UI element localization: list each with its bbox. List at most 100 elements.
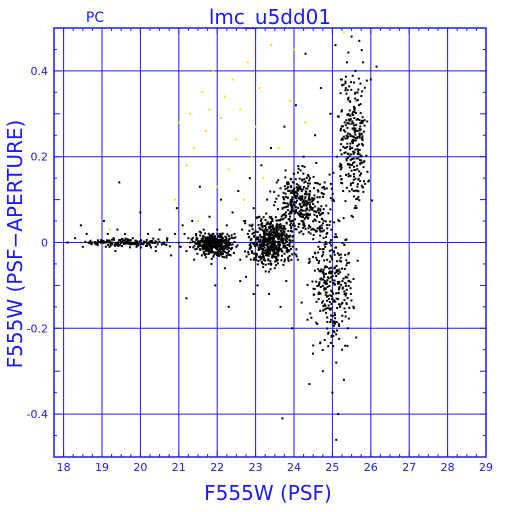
data-point <box>258 215 261 218</box>
data-point <box>316 201 319 204</box>
data-point <box>349 153 352 156</box>
data-point <box>269 229 272 232</box>
data-point <box>273 237 276 240</box>
data-point <box>328 260 331 263</box>
data-point <box>346 122 349 125</box>
data-point <box>294 218 297 221</box>
data-point <box>326 327 329 330</box>
data-point <box>350 122 353 125</box>
data-point <box>317 298 320 301</box>
data-point <box>358 119 361 122</box>
data-point <box>108 245 111 248</box>
data-point <box>351 140 354 143</box>
data-point <box>215 244 218 247</box>
data-point <box>347 96 350 99</box>
data-point <box>201 239 204 242</box>
data-point <box>341 267 344 270</box>
data-point <box>335 264 338 267</box>
data-point <box>227 235 230 238</box>
data-point <box>105 241 108 244</box>
data-point <box>286 183 289 186</box>
data-point <box>345 119 348 122</box>
data-point <box>369 78 372 81</box>
data-point <box>214 240 217 243</box>
highlight-point <box>177 121 180 124</box>
data-point <box>282 237 285 240</box>
data-point <box>345 157 348 160</box>
data-point <box>320 227 323 230</box>
data-point <box>196 252 199 255</box>
data-point <box>291 239 294 242</box>
data-point <box>260 218 263 221</box>
data-point <box>298 186 301 189</box>
data-point <box>199 244 202 247</box>
data-point <box>165 243 168 246</box>
data-point <box>94 242 97 245</box>
data-point <box>356 144 359 147</box>
data-point <box>206 241 209 244</box>
data-point <box>274 246 277 249</box>
data-point <box>353 109 356 112</box>
data-point <box>341 287 344 290</box>
data-point <box>341 137 344 140</box>
data-point <box>208 234 211 237</box>
data-point <box>290 210 293 213</box>
data-point <box>284 211 287 214</box>
data-point <box>252 207 255 210</box>
data-point <box>323 287 326 290</box>
data-point <box>265 223 268 226</box>
highlight-point <box>231 78 234 81</box>
data-point <box>267 253 270 256</box>
data-point <box>207 242 210 245</box>
data-point <box>326 320 329 323</box>
data-point <box>344 124 347 127</box>
data-point <box>208 251 211 254</box>
data-point <box>128 242 131 245</box>
data-point <box>156 243 159 246</box>
data-point <box>276 230 279 233</box>
data-point <box>216 252 219 255</box>
data-point <box>290 258 293 261</box>
data-point <box>219 235 222 238</box>
data-point <box>84 240 87 243</box>
data-point <box>252 231 255 234</box>
data-point <box>328 301 331 304</box>
highlight-point <box>200 91 203 94</box>
data-point <box>89 241 92 244</box>
data-point <box>311 208 314 211</box>
data-point <box>303 165 306 168</box>
data-point <box>262 248 265 251</box>
data-point <box>287 183 290 186</box>
data-point <box>290 212 293 215</box>
data-point <box>140 242 143 245</box>
data-point <box>339 175 342 178</box>
data-point <box>227 253 230 256</box>
data-point <box>354 136 357 139</box>
data-point <box>257 248 260 251</box>
data-point <box>289 223 292 226</box>
data-point <box>211 245 214 248</box>
data-point <box>354 148 357 151</box>
data-point <box>267 222 270 225</box>
data-point <box>207 249 210 252</box>
data-point <box>214 238 217 241</box>
data-point <box>256 231 259 234</box>
data-point <box>375 65 378 68</box>
data-point <box>349 174 352 177</box>
data-point <box>331 248 334 251</box>
data-point <box>366 170 369 173</box>
data-point <box>108 241 111 244</box>
data-point <box>325 307 328 310</box>
data-point <box>288 212 291 215</box>
data-point <box>268 292 271 295</box>
data-point <box>347 317 350 320</box>
data-point <box>145 245 148 248</box>
data-point <box>128 246 131 249</box>
data-point <box>349 134 352 137</box>
data-point <box>268 234 271 237</box>
data-point <box>267 254 270 257</box>
data-point <box>308 193 311 196</box>
x-tick-label: 27 <box>402 461 416 474</box>
data-point <box>299 169 302 172</box>
data-point <box>349 280 352 283</box>
